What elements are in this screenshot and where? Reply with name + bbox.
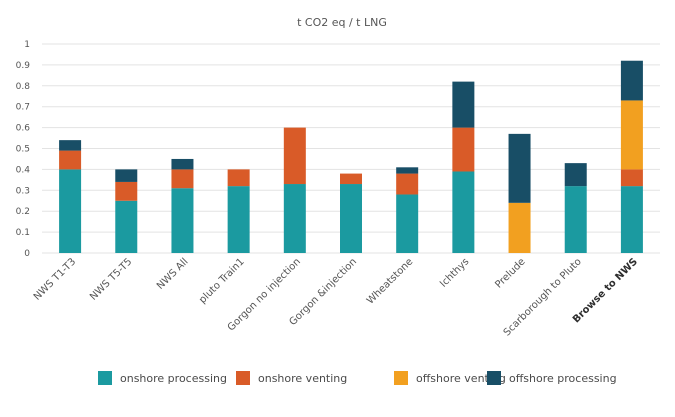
bar-segment: [227, 169, 250, 187]
bar-segment: [59, 169, 82, 253]
y-tick-label: 0.5: [16, 145, 30, 155]
legend-label: onshore processing: [120, 371, 227, 385]
chart: t CO2 eq / t LNG 00.10.20.30.40.50.60.70…: [16, 16, 660, 338]
bar-segment: [115, 169, 138, 182]
bar-segment: [620, 169, 643, 187]
bar-segment: [283, 127, 306, 185]
legend-item: onshore processing: [98, 366, 227, 390]
bar-segment: [452, 127, 475, 172]
bar-segment: [171, 188, 194, 253]
legend-label: offshore processing: [509, 371, 617, 385]
bar-segment: [396, 194, 419, 253]
legend-item: offshore venting: [394, 366, 506, 390]
bar-segment: [620, 60, 643, 101]
x-tick-label: pluto Train1: [197, 256, 247, 306]
legend-swatch: [487, 371, 501, 385]
bar-segment: [620, 100, 643, 170]
legend-item: onshore venting: [236, 366, 347, 390]
bar-segment: [508, 202, 531, 253]
bar-segment: [115, 181, 138, 201]
bar-segment: [452, 81, 475, 128]
x-tick-label: NWS T5-T5: [88, 256, 134, 302]
y-tick-label: 0.6: [16, 124, 31, 134]
legend-swatch: [98, 371, 112, 385]
bar-segment: [452, 171, 475, 253]
legend-swatch: [236, 371, 250, 385]
bar-segment: [59, 150, 82, 170]
gridlines: [42, 43, 660, 254]
x-tick-label: Browse to NWS: [571, 256, 640, 325]
legend: onshore processing onshore venting offshor…: [0, 366, 675, 390]
bar-segment: [227, 186, 250, 253]
bar-segment: [396, 167, 419, 174]
y-tick-label: 1: [24, 40, 30, 50]
y-tick-label: 0.2: [16, 207, 30, 217]
y-tick-label: 0.7: [16, 103, 30, 113]
bar-segment: [508, 133, 531, 203]
y-tick-label: 0.4: [16, 165, 31, 175]
bar-segment: [171, 158, 194, 170]
bar-segment: [620, 186, 643, 253]
y-axis-ticks: 0 0.1 0.2 0.3 0.4 0.5 0.6 0.7 0.8 0.9 1: [16, 40, 31, 259]
x-tick-label: Ichthys: [438, 256, 471, 289]
x-tick-label: NWS All: [155, 256, 191, 292]
bar-segment: [59, 140, 82, 151]
bar-segment: [396, 173, 419, 195]
bar-segment: [115, 200, 138, 253]
y-tick-label: 0.9: [16, 61, 31, 71]
x-tick-label: Wheatstone: [365, 256, 415, 306]
y-tick-label: 0.3: [16, 186, 30, 196]
bar-segment: [171, 169, 194, 189]
y-tick-label: 0.8: [16, 82, 31, 92]
y-tick-label: 0: [24, 249, 30, 259]
chart-title: t CO2 eq / t LNG: [297, 16, 387, 29]
x-axis-labels: NWS T1-T3 NWS T5-T5 NWS All pluto Train1Gor…: [32, 256, 640, 338]
bar-segment: [564, 186, 587, 253]
x-tick-label: NWS T1-T3: [32, 256, 78, 302]
bar-segment: [340, 173, 362, 185]
x-tick-label: Prelude: [493, 256, 527, 290]
bar-segment: [340, 184, 362, 253]
legend-label: offshore venting: [416, 371, 506, 385]
legend-swatch: [394, 371, 408, 385]
bar-segment: [564, 163, 587, 187]
legend-label: onshore venting: [258, 371, 348, 385]
legend-item: offshore processing: [487, 366, 617, 390]
bar-segment: [283, 184, 306, 253]
bars: [59, 60, 643, 253]
y-tick-label: 0.1: [16, 228, 30, 238]
